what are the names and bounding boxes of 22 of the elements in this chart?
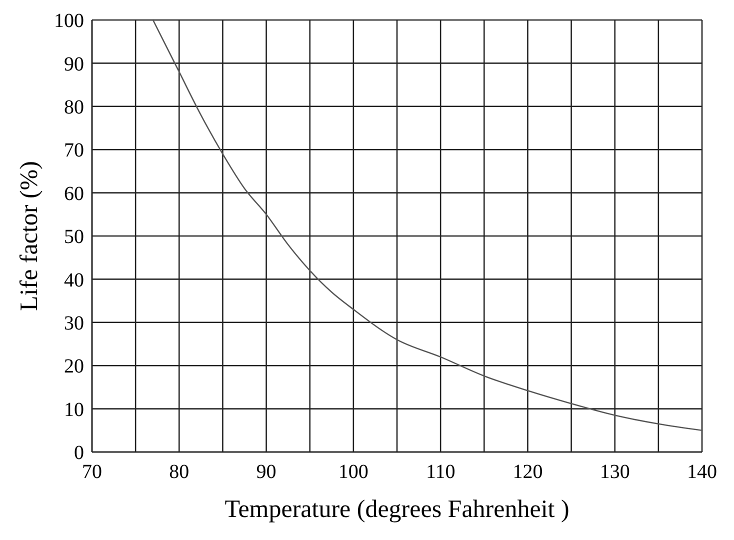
y-tick-label: 50 [64,226,84,248]
x-tick-label: 80 [169,461,190,483]
y-tick-label: 0 [74,442,84,464]
line-series [152,20,702,432]
y-tick-label: 80 [64,96,84,118]
x-tick-label: 110 [426,461,456,483]
y-axis-title: Life factor (%) [16,161,43,311]
y-tick-label: 100 [54,10,84,32]
y-tick-label: 40 [64,269,84,292]
x-tick-label: 100 [338,461,368,483]
y-tick-label: 10 [64,398,84,421]
x-tick-label: 130 [600,461,630,483]
y-tick-label: 70 [64,140,84,162]
x-tick-label: 120 [512,461,543,483]
x-tick-label: 70 [82,461,102,483]
x-tick-label: 90 [256,461,276,483]
x-axis-title: Temperature (degrees Fahrenheit ) [224,496,570,523]
y-tick-label: 20 [64,356,84,378]
x-tick-label: 140 [687,461,717,483]
y-tick-label: 30 [64,312,84,334]
y-tick-label: 90 [64,53,84,76]
y-tick-label: 60 [64,182,84,205]
